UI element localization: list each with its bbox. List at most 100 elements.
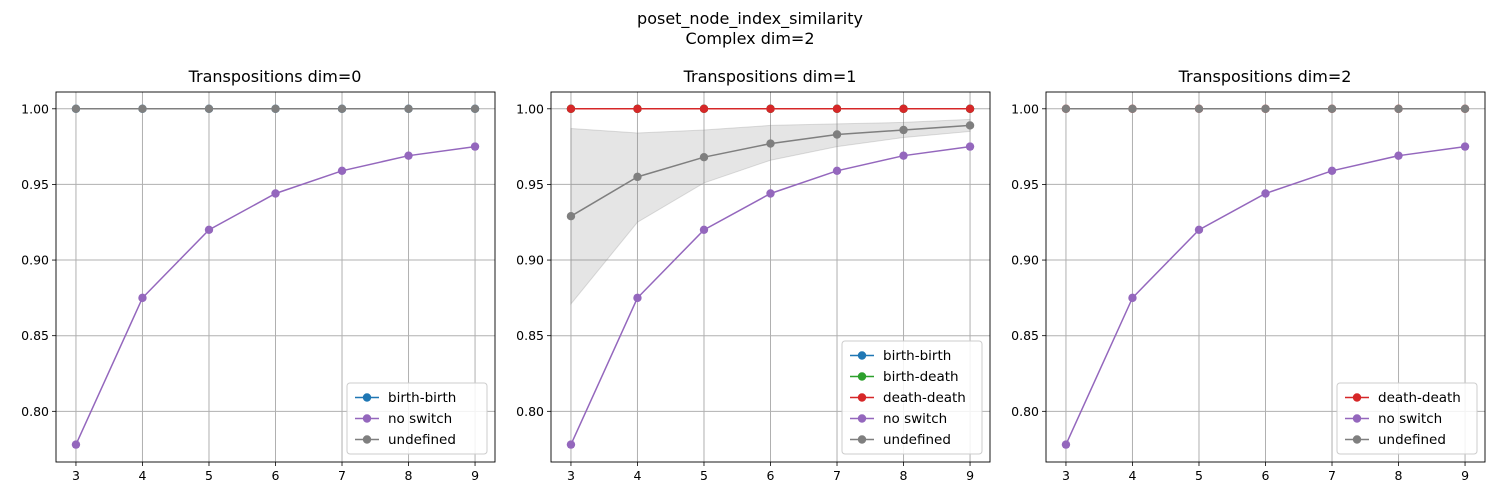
y-tick-label: 1.00	[516, 101, 544, 116]
data-point-undefined	[470, 104, 480, 113]
x-tick-label: 4	[138, 468, 146, 483]
data-point-no-switch	[1194, 225, 1204, 235]
legend: birth-birth no switch undefined	[346, 382, 488, 455]
data-point-death-death	[633, 104, 642, 113]
data-point-no-switch	[566, 440, 576, 449]
y-tick-label: 0.95	[516, 177, 544, 192]
data-point-no-switch	[1061, 440, 1071, 449]
data-point-undefined	[271, 104, 280, 113]
legend-swatch-marker	[1352, 393, 1362, 402]
y-tick-label: 0.85	[21, 328, 49, 343]
series-no-switch	[1061, 142, 1470, 449]
legend-label: birth-birth	[883, 348, 951, 364]
x-tick-label: 8	[900, 468, 908, 483]
x-tick-label: 7	[1328, 468, 1336, 483]
data-point-undefined	[1128, 104, 1137, 113]
x-tick-label: 5	[1195, 468, 1203, 483]
data-point-undefined	[138, 104, 147, 113]
subplot-title: Transpositions dim=2	[1178, 67, 1352, 86]
series-no-switch	[566, 142, 975, 449]
data-point-no-switch	[404, 151, 413, 160]
data-point-undefined	[1394, 104, 1403, 113]
x-tick-label: 9	[966, 468, 974, 483]
y-tick-label: 0.90	[21, 253, 49, 268]
confidence-band-undefined	[570, 118, 971, 306]
data-point-no-switch	[1327, 166, 1337, 176]
data-point-no-switch	[204, 225, 214, 235]
y-tick-label: 0.85	[516, 328, 544, 343]
data-point-death-death	[566, 104, 576, 113]
data-point-no-switch	[1128, 293, 1137, 303]
legend-swatch-marker	[362, 414, 372, 423]
data-point-no-switch	[1460, 142, 1470, 151]
data-point-no-switch	[633, 293, 642, 303]
x-tick-label: 3	[72, 468, 80, 483]
legend-swatch-marker	[362, 393, 372, 402]
x-tick-label: 5	[700, 468, 708, 483]
data-point-undefined	[965, 121, 975, 130]
legend-swatch-marker	[857, 393, 867, 402]
data-point-undefined	[1261, 104, 1270, 113]
legend-label: undefined	[1378, 432, 1446, 448]
legend-label: no switch	[388, 411, 452, 427]
subplot-title: Transpositions dim=1	[683, 67, 857, 86]
x-tick-label: 7	[338, 468, 346, 483]
figure-suptitle-line1: poset_node_index_similarity	[637, 9, 863, 29]
legend-label: birth-birth	[388, 390, 456, 406]
figure-suptitle-line2: Complex dim=2	[685, 29, 814, 48]
series-undefined	[71, 104, 480, 113]
x-tick-label: 3	[567, 468, 575, 483]
series-undefined	[1061, 104, 1470, 113]
data-point-no-switch	[138, 293, 147, 303]
x-tick-label: 6	[272, 468, 280, 483]
subplot-dim1: Transpositions dim=1 3 4 5 6 7 8 9 0.80 0.85 0.90…	[516, 67, 991, 483]
x-tick-label: 4	[633, 468, 641, 483]
data-point-undefined	[1194, 104, 1204, 113]
legend: birth-birth birth-death death-death no swit…	[841, 340, 983, 455]
data-point-undefined	[1460, 104, 1470, 113]
data-point-death-death	[832, 104, 842, 113]
legend-swatch-marker	[857, 351, 867, 360]
data-point-no-switch	[832, 166, 842, 176]
series-death-death	[566, 104, 975, 113]
legend-box	[346, 382, 488, 455]
data-point-undefined	[766, 139, 775, 148]
data-point-no-switch	[1261, 189, 1270, 198]
data-point-undefined	[1327, 104, 1337, 113]
data-point-undefined	[204, 104, 214, 113]
data-point-no-switch	[965, 142, 975, 151]
legend-label: birth-death	[883, 369, 959, 385]
legend-swatch-marker	[857, 372, 867, 381]
data-point-death-death	[766, 104, 775, 113]
y-tick-label: 0.95	[21, 177, 49, 192]
x-tick-label: 9	[1461, 468, 1469, 483]
x-tick-label: 9	[471, 468, 479, 483]
data-point-death-death	[899, 104, 908, 113]
data-point-no-switch	[470, 142, 480, 151]
data-point-no-switch	[271, 189, 280, 198]
grid-lines	[1046, 92, 1485, 462]
x-tick-label: 8	[1395, 468, 1403, 483]
data-point-undefined	[1061, 104, 1071, 113]
y-tick-label: 0.80	[516, 404, 544, 419]
data-point-death-death	[699, 104, 709, 113]
y-tick-label: 0.90	[516, 253, 544, 268]
x-tick-label: 6	[767, 468, 775, 483]
series-no-switch	[71, 142, 480, 449]
y-tick-label: 1.00	[1011, 101, 1039, 116]
data-point-undefined	[566, 211, 576, 221]
subplot-title: Transpositions dim=0	[188, 67, 362, 86]
data-point-no-switch	[699, 225, 709, 235]
x-tick-label: 3	[1062, 468, 1070, 483]
data-point-undefined	[832, 130, 842, 139]
legend-box	[841, 340, 983, 455]
y-tick-label: 0.90	[1011, 253, 1039, 268]
data-point-undefined	[899, 125, 908, 135]
data-point-undefined	[71, 104, 81, 113]
legend-label: undefined	[883, 432, 951, 448]
data-point-no-switch	[899, 151, 908, 160]
data-point-no-switch	[1394, 151, 1403, 160]
legend-swatch-marker	[362, 435, 372, 444]
x-tick-label: 4	[1128, 468, 1136, 483]
